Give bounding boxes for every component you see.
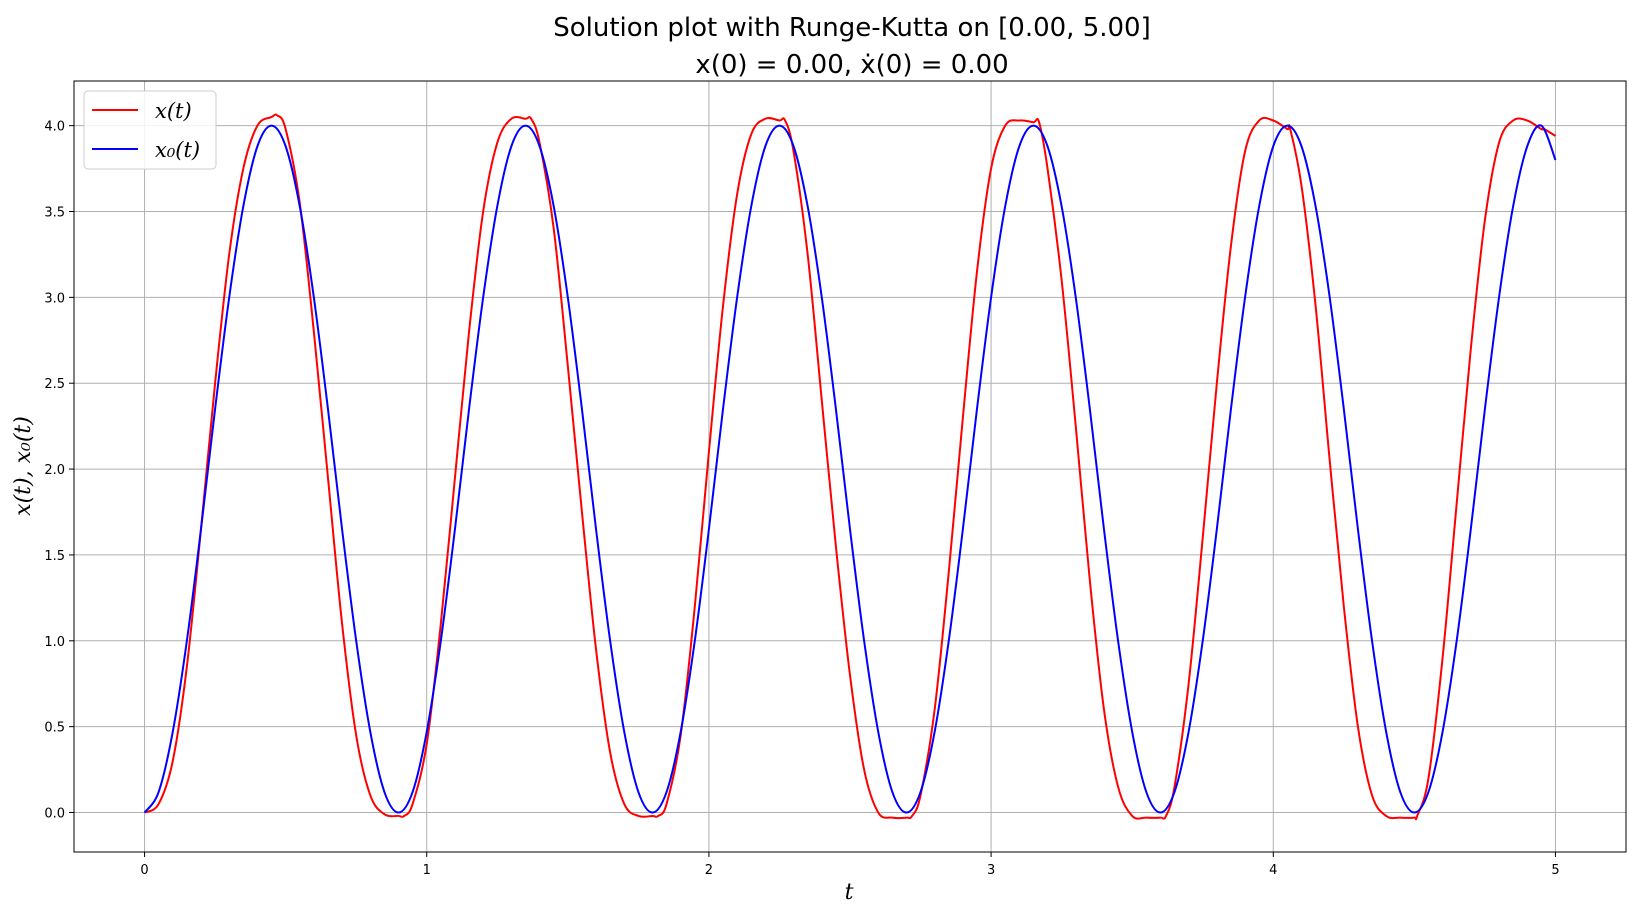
x-axis: 0 1 2 3 4 5	[140, 852, 1560, 878]
x-tick-label: 5	[1551, 863, 1559, 878]
chart-title: Solution plot with Runge-Kutta on [0.00,…	[553, 13, 1151, 43]
x-tick-label: 3	[987, 863, 995, 878]
y-tick-label: 3.0	[44, 291, 65, 306]
y-tick-label: 1.0	[44, 635, 65, 650]
chart-subtitle: x(0) = 0.00, ẋ(0) = 0.00	[695, 50, 1008, 80]
legend-label-x: x(t)	[155, 99, 192, 123]
y-tick-label: 2.5	[44, 377, 65, 392]
y-tick-label: 0.5	[44, 721, 65, 736]
axes-frame	[73, 80, 1627, 853]
y-axis-label: x(t), x₀(t)	[11, 416, 36, 516]
y-tick-label: 0.0	[44, 807, 65, 822]
series-layer	[143, 113, 1557, 821]
series-line-x0	[143, 124, 1557, 814]
legend-label-x0: x₀(t)	[155, 138, 200, 162]
series-line-x	[144, 113, 1556, 821]
y-tick-label: 1.5	[44, 549, 65, 564]
x-axis-label: t	[845, 880, 854, 905]
x-tick-label: 1	[423, 863, 431, 878]
x-tick-label: 0	[140, 863, 148, 878]
y-tick-label: 4.0	[44, 120, 65, 135]
plot-area	[74, 81, 1626, 852]
x-tick-label: 4	[1269, 863, 1277, 878]
grid-layer	[74, 81, 1626, 852]
y-tick-label: 2.0	[44, 463, 65, 478]
y-tick-label: 3.5	[44, 206, 65, 221]
legend: x(t) x₀(t)	[83, 90, 217, 170]
y-axis: 0.0 0.5 1.0 1.5 2.0 2.5 3.0 3.5 4.0	[44, 120, 74, 822]
x-tick-label: 2	[705, 863, 713, 878]
